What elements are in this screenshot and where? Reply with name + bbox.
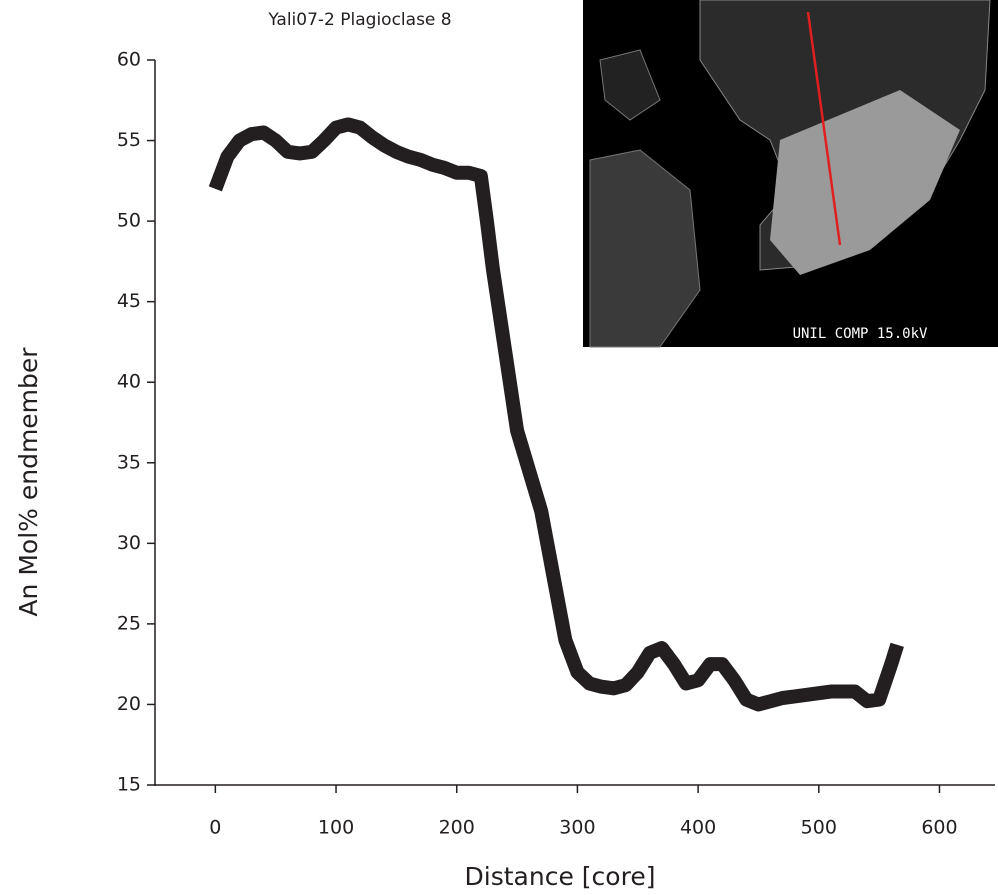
- y-axis-label: An Mol% endmember: [14, 347, 43, 617]
- y-tick-label: 60: [117, 49, 141, 71]
- y-tick-label: 45: [117, 290, 141, 312]
- x-tick-label: 100: [318, 817, 354, 839]
- inset-caption: UNIL COMP 15.0kV: [793, 326, 928, 342]
- chart-title: Yali07-2 Plagioclase 8: [267, 10, 451, 30]
- x-tick-label: 500: [801, 817, 837, 839]
- x-tick-label: 600: [921, 817, 957, 839]
- y-tick-label: 15: [117, 774, 141, 796]
- inset-image: UNIL COMP 15.0kV: [583, 0, 998, 347]
- y-tick-label: 50: [117, 210, 141, 232]
- chart: Yali07-2 Plagioclase 8 Distance [core] A…: [0, 0, 998, 895]
- y-tick-label: 40: [117, 371, 141, 393]
- x-axis-label: Distance [core]: [465, 862, 656, 891]
- y-tick-label: 20: [117, 693, 141, 715]
- y-tick-label: 25: [117, 612, 141, 634]
- y-tick-label: 30: [117, 532, 141, 554]
- y-tick-label: 35: [117, 451, 141, 473]
- x-tick-label: 0: [209, 817, 221, 839]
- x-tick-label: 300: [559, 817, 595, 839]
- x-tick-label: 400: [680, 817, 716, 839]
- y-tick-label: 55: [117, 129, 141, 151]
- x-tick-label: 200: [439, 817, 475, 839]
